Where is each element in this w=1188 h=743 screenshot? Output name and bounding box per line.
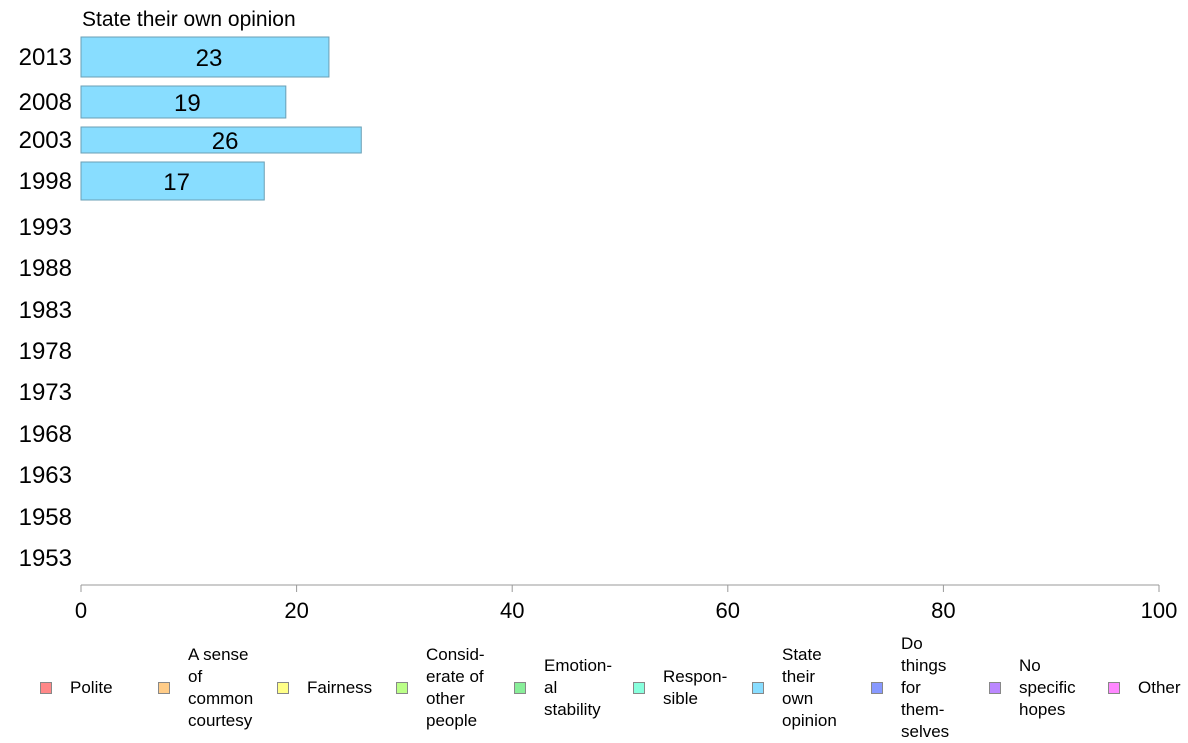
legend-item: A sense of common courtesy	[158, 640, 253, 736]
bar	[80, 126, 362, 154]
y-tick-label: 1953	[19, 545, 72, 572]
y-tick-label: 2013	[19, 44, 72, 71]
y-tick-label: 1968	[19, 421, 72, 448]
bar-value-label: 17	[163, 169, 190, 196]
legend-swatch	[871, 682, 883, 694]
x-tick-label: 20	[284, 598, 308, 623]
y-tick-label: 1973	[19, 379, 72, 406]
bar-value-label: 23	[196, 45, 223, 72]
y-tick-label: 1998	[19, 168, 72, 195]
bar-value-label: 26	[212, 128, 239, 155]
y-tick-label: 1978	[19, 338, 72, 365]
legend-swatch	[40, 682, 52, 694]
legend-swatch	[752, 682, 764, 694]
bar	[80, 161, 265, 201]
legend-item: Do things for them- selves	[871, 634, 949, 741]
legend-item: Fairness	[277, 640, 372, 736]
legend-swatch	[396, 682, 408, 694]
bar-value-label: 19	[174, 90, 201, 117]
legend-item: Consid- erate of other people	[396, 640, 485, 736]
x-tick-label: 0	[75, 598, 87, 623]
legend-swatch	[277, 682, 289, 694]
legend-swatch	[989, 682, 1001, 694]
legend-item: Polite	[40, 640, 113, 736]
y-tick-label: 1958	[19, 504, 72, 531]
legend-swatch	[514, 682, 526, 694]
x-tick-label: 60	[716, 598, 740, 623]
legend-item: Respon- sible	[633, 640, 727, 736]
legend-label: A sense of common courtesy	[188, 645, 254, 730]
x-tick-label: 100	[1141, 598, 1178, 623]
legend-swatch	[1108, 682, 1120, 694]
chart-title: State their own opinion	[82, 8, 296, 31]
x-tick-label: 40	[500, 598, 524, 623]
legend: Polite A sense of common courtesy Fairness…	[0, 634, 1188, 741]
legend-label: Consid- erate of other people	[426, 645, 485, 730]
legend-swatch	[158, 682, 170, 694]
legend-item: Emotion- al stability	[514, 640, 612, 736]
y-tick-label: 2003	[19, 127, 72, 154]
bar	[80, 85, 287, 119]
bar	[80, 36, 330, 78]
legend-swatch	[633, 682, 645, 694]
legend-label: Fairness	[307, 678, 373, 697]
y-tick-label: 1963	[19, 462, 72, 489]
legend-label: Other	[1138, 678, 1181, 697]
x-tick-label: 80	[931, 598, 955, 623]
legend-label: No specific hopes	[1019, 656, 1076, 719]
legend-label: Emotion- al stability	[544, 656, 613, 719]
legend-label: Respon- sible	[663, 667, 728, 708]
legend-label: State their own opinion	[782, 645, 837, 730]
y-tick-label: 2008	[19, 89, 72, 116]
y-tick-label: 1988	[19, 255, 72, 282]
legend-item: Other	[1108, 640, 1181, 736]
legend-label: Polite	[70, 678, 113, 697]
bar-chart: State their own opinion 2013 2008 2003 1998 1…	[19, 8, 1178, 623]
y-tick-label: 1983	[19, 297, 72, 324]
y-tick-label: 1993	[19, 214, 72, 241]
legend-label: Do things for them- selves	[901, 634, 950, 741]
legend-item: State their own opinion	[752, 640, 837, 736]
legend-item: No specific hopes	[989, 640, 1076, 736]
